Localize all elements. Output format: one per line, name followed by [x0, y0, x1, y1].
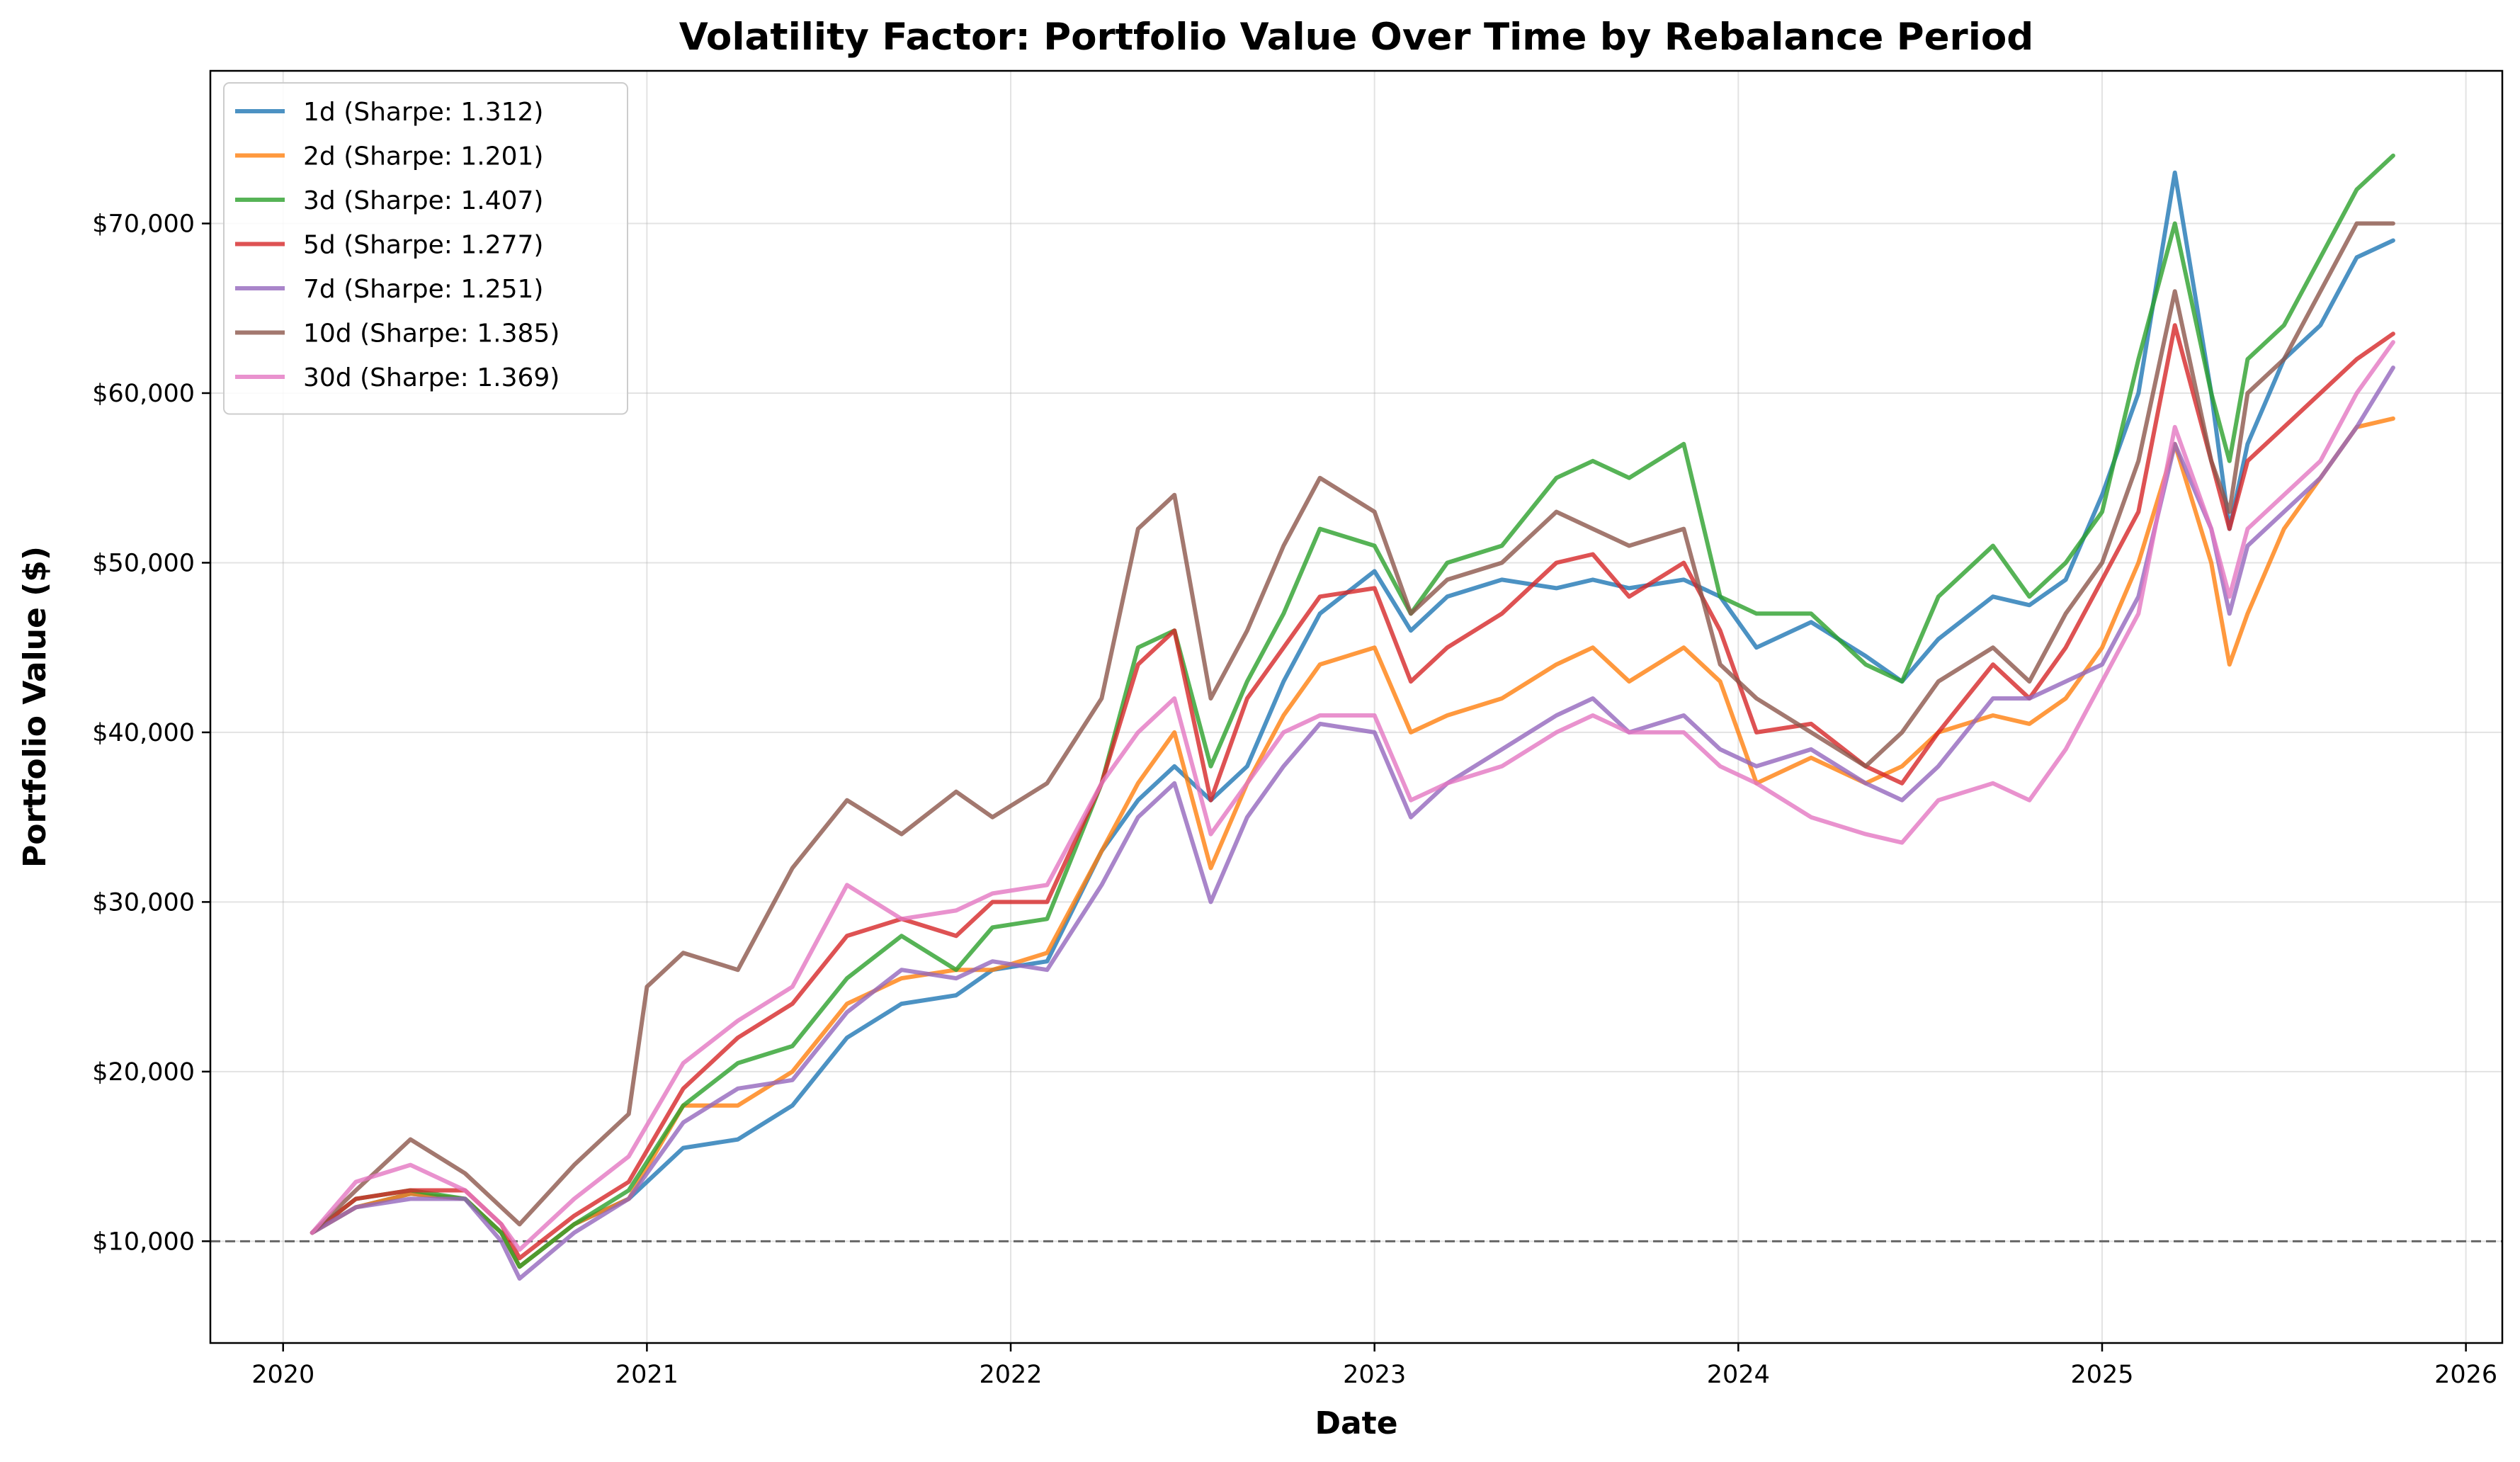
x-tick-label: 2023 [1343, 1361, 1406, 1389]
series-line-1 [310, 416, 2395, 1269]
x-tick-label: 2026 [2434, 1361, 2497, 1389]
legend: 1d (Sharpe: 1.312) 2d (Sharpe: 1.201) 3d (… [223, 82, 628, 415]
legend-label: 30d (Sharpe: 1.369) [303, 363, 560, 392]
y-tick-label: $30,000 [92, 888, 195, 917]
series-lines [310, 153, 2395, 1281]
x-axis-ticks: 2020 2021 2022 2023 2024 2025 2026 [251, 1343, 2497, 1389]
y-tick-label: $10,000 [92, 1228, 195, 1256]
grid-lines [210, 71, 2502, 1343]
series-line-2 [310, 153, 2395, 1269]
series-line-6 [310, 340, 2395, 1252]
plot-frame [209, 69, 2504, 1344]
y-tick-label: $70,000 [92, 210, 195, 239]
x-tick-label: 2025 [2070, 1361, 2133, 1389]
y-axis-label: Portfolio Value ($) [17, 546, 53, 868]
y-tick-label: $50,000 [92, 549, 195, 577]
x-tick-label: 2022 [979, 1361, 1042, 1389]
y-tick-label: $20,000 [92, 1058, 195, 1087]
legend-box [223, 82, 628, 415]
legend-label: 10d (Sharpe: 1.385) [303, 319, 560, 348]
x-axis-label: Date [1315, 1405, 1397, 1441]
legend-label: 5d (Sharpe: 1.277) [303, 231, 543, 260]
y-tick-label: $40,000 [92, 719, 195, 747]
legend-label: 7d (Sharpe: 1.251) [303, 275, 543, 304]
chart-title: Volatility Factor: Portfolio Value Over … [679, 16, 2033, 59]
series-line-3 [310, 323, 2395, 1261]
series-line-0 [310, 170, 2395, 1269]
x-tick-label: 2024 [1707, 1361, 1770, 1389]
x-tick-label: 2021 [615, 1361, 679, 1389]
series-line-4 [310, 366, 2395, 1281]
legend-label: 1d (Sharpe: 1.312) [303, 98, 543, 127]
series-line-5 [310, 221, 2395, 1235]
legend-label: 3d (Sharpe: 1.407) [303, 186, 543, 215]
y-tick-label: $60,000 [92, 380, 195, 408]
y-axis-ticks: $10,000 $20,000 $30,000 $40,000 $50,000 $60,0… [92, 210, 210, 1256]
legend-label: 2d (Sharpe: 1.201) [303, 142, 543, 171]
x-tick-label: 2020 [251, 1361, 314, 1389]
